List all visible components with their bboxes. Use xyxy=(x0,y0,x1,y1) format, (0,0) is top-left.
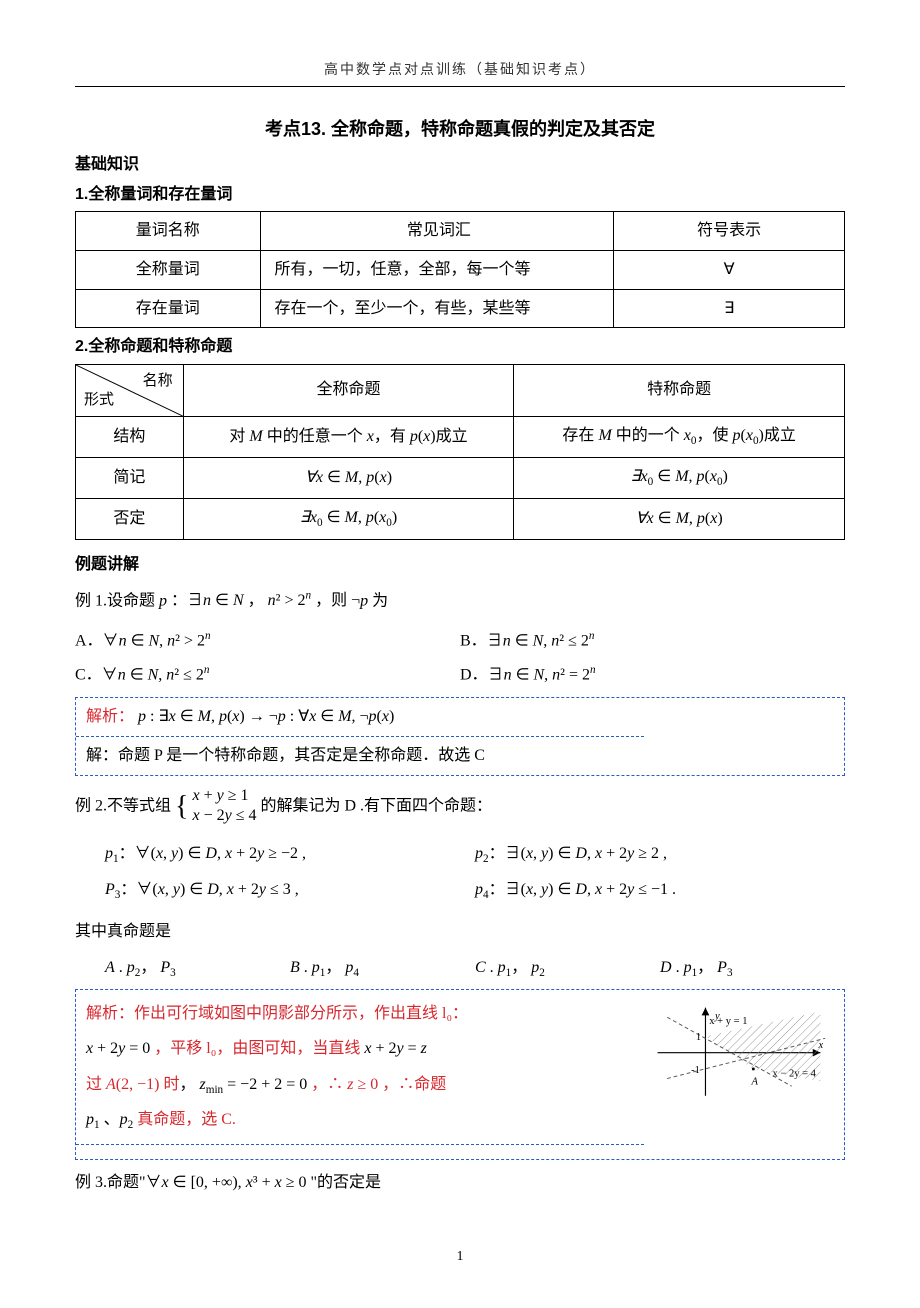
cell: ∀x ∈ M, p(x) xyxy=(514,498,845,539)
svg-text:x: x xyxy=(817,1040,823,1051)
cell: ∃x0 ∈ M, p(x0) xyxy=(183,498,514,539)
header-rule xyxy=(75,86,845,87)
option-b: B．∃n ∈ N, n² ≤ 2n xyxy=(460,624,845,658)
example-3: 例 3.命题"∀x ∈ [0, +∞), x³ + x ≥ 0 "的否定是 xyxy=(75,1170,845,1196)
examples-heading: 例题讲解 xyxy=(75,552,845,578)
svg-text:-1: -1 xyxy=(691,1065,700,1076)
ex2-question: 其中真命题是 xyxy=(75,919,845,945)
cell: 否定 xyxy=(76,498,184,539)
prop-p4: p4：∃(x, y) ∈ D, x + 2y ≤ −1 . xyxy=(475,873,845,909)
svg-text:x + y = 1: x + y = 1 xyxy=(709,1016,747,1027)
svg-text:x − 2y = 4: x − 2y = 4 xyxy=(773,1069,817,1080)
table-row: 全称量词 所有，一切，任意，全部，每一个等 ∀ xyxy=(76,250,845,289)
cell: ∃x0 ∈ M, p(x0) xyxy=(514,457,845,498)
table-row: 名称 形式 全称命题 特称命题 xyxy=(76,364,845,416)
page-header: 高中数学点对点训练（基础知识考点） xyxy=(75,60,845,82)
sol-line1: 解析：作出可行域如图中阴影部分所示，作出直线 l₀： xyxy=(86,1005,468,1022)
diagonal-header-cell: 名称 形式 xyxy=(76,364,184,416)
ex2-solution-text: 解析：作出可行域如图中阴影部分所示，作出直线 l₀： x + 2y = 0 ，平… xyxy=(86,996,644,1138)
ex2-props: p1：∀(x, y) ∈ D, x + 2y ≥ −2 , p2：∃(x, y)… xyxy=(105,837,845,909)
feasible-region-diagram: y x x + y = 1 x − 2y = 4 1 -1 A xyxy=(648,1000,830,1105)
cell: 结构 xyxy=(76,416,184,457)
table-row: 简记 ∀x ∈ M, p(x) ∃x0 ∈ M, p(x0) xyxy=(76,457,845,498)
th-symbol: 符号表示 xyxy=(614,212,845,251)
page-title: 考点13. 全称命题，特称命题真假的判定及其否定 xyxy=(75,115,845,144)
svg-text:A: A xyxy=(750,1076,758,1087)
option-d: D．∃n ∈ N, n² = 2n xyxy=(460,658,845,692)
option-a: A . p2， P3 xyxy=(105,955,290,983)
option-a: A．∀n ∈ N, n² > 2n xyxy=(75,624,460,658)
cell: 存在量词 xyxy=(76,289,261,328)
quantifier-table: 量词名称 常见词汇 符号表示 全称量词 所有，一切，任意，全部，每一个等 ∀ 存… xyxy=(75,211,845,328)
basics-heading: 基础知识 xyxy=(75,152,845,178)
sol-line2: x + 2y = 0 ，平移 l₀，由图可知，当直线 x + 2y = z xyxy=(86,1040,427,1057)
table-row: 存在量词 存在一个，至少一个，有些，某些等 ∃ xyxy=(76,289,845,328)
diag-bot-label: 形式 xyxy=(84,388,114,412)
table-row: 量词名称 常见词汇 符号表示 xyxy=(76,212,845,251)
sol-line4: p1 、p2 真命题，选 C. xyxy=(86,1111,236,1128)
ex2-stem: 例 2.不等式组 { x + y ≥ 1 x − 2y ≤ 4 的解集记为 D … xyxy=(75,786,845,828)
cell: 所有，一切，任意，全部，每一个等 xyxy=(260,250,614,289)
cell-symbol: ∀ xyxy=(614,250,845,289)
cell: 对 M 中的任意一个 x，有 p(x)成立 xyxy=(183,416,514,457)
ex1-solution-box: 解析： p : ∃x ∈ M, p(x) → ¬p : ∀x ∈ M, ¬p(x… xyxy=(75,697,845,775)
cell: 存在一个，至少一个，有些，某些等 xyxy=(260,289,614,328)
sec1-heading: 1.全称量词和存在量词 xyxy=(75,182,845,208)
th-name: 量词名称 xyxy=(76,212,261,251)
ex1-options: A．∀n ∈ N, n² > 2n B．∃n ∈ N, n² ≤ 2n C．∀n… xyxy=(75,624,845,692)
ex2-solution-box: 解析：作出可行域如图中阴影部分所示，作出直线 l₀： x + 2y = 0 ，平… xyxy=(75,989,845,1160)
option-c: C . p1， p2 xyxy=(475,955,660,983)
ex1-analysis: 解析： p : ∃x ∈ M, p(x) → ¬p : ∀x ∈ M, ¬p(x… xyxy=(76,698,844,736)
prop-p2: p2：∃(x, y) ∈ D, x + 2y ≥ 2 , xyxy=(475,837,845,873)
ex1-answer: 解：命题 P 是一个特称命题，其否定是全称命题．故选 C xyxy=(76,737,844,775)
cell: ∀x ∈ M, p(x) xyxy=(183,457,514,498)
ex2-figure: y x x + y = 1 x − 2y = 4 1 -1 A xyxy=(644,996,834,1138)
sol-line3: 过 A(2, −1) 时， zmin = −2 + 2 = 0 ，∴ z ≥ 0… xyxy=(86,1076,446,1093)
ex3-stem: 例 3.命题"∀x ∈ [0, +∞), x³ + x ≥ 0 "的否定是 xyxy=(75,1170,845,1196)
page-number: 1 xyxy=(75,1246,845,1268)
prop-p1: p1：∀(x, y) ∈ D, x + 2y ≥ −2 , xyxy=(105,837,475,873)
svg-text:1: 1 xyxy=(696,1032,701,1043)
sec2-heading: 2.全称命题和特称命题 xyxy=(75,334,845,360)
example-1: 例 1.设命题 p ：∃n ∈ N ， n² > 2n ，则 ¬p 为 A．∀n… xyxy=(75,588,845,776)
cell-symbol: ∃ xyxy=(614,289,845,328)
table-row: 否定 ∃x0 ∈ M, p(x0) ∀x ∈ M, p(x) xyxy=(76,498,845,539)
cell: 全称量词 xyxy=(76,250,261,289)
cell: 存在 M 中的一个 x0，使 p(x0)成立 xyxy=(514,416,845,457)
th-universal: 全称命题 xyxy=(183,364,514,416)
spacer xyxy=(76,1145,844,1159)
cell: 简记 xyxy=(76,457,184,498)
example-2: 例 2.不等式组 { x + y ≥ 1 x − 2y ≤ 4 的解集记为 D … xyxy=(75,786,845,1161)
option-c: C．∀n ∈ N, n² ≤ 2n xyxy=(75,658,460,692)
prop-p3: P3：∀(x, y) ∈ D, x + 2y ≤ 3 , xyxy=(105,873,475,909)
th-existential: 特称命题 xyxy=(514,364,845,416)
ex1-stem: 例 1.设命题 p ：∃n ∈ N ， n² > 2n ，则 ¬p 为 xyxy=(75,588,845,614)
th-words: 常见词汇 xyxy=(260,212,614,251)
proposition-table: 名称 形式 全称命题 特称命题 结构 对 M 中的任意一个 x，有 p(x)成立… xyxy=(75,364,845,540)
table-row: 结构 对 M 中的任意一个 x，有 p(x)成立 存在 M 中的一个 x0，使 … xyxy=(76,416,845,457)
diag-top-label: 名称 xyxy=(143,369,173,393)
option-b: B . p1， p4 xyxy=(290,955,475,983)
option-d: D . p1， P3 xyxy=(660,955,845,983)
ex2-options: A . p2， P3 B . p1， p4 C . p1， p2 D . p1，… xyxy=(105,955,845,983)
